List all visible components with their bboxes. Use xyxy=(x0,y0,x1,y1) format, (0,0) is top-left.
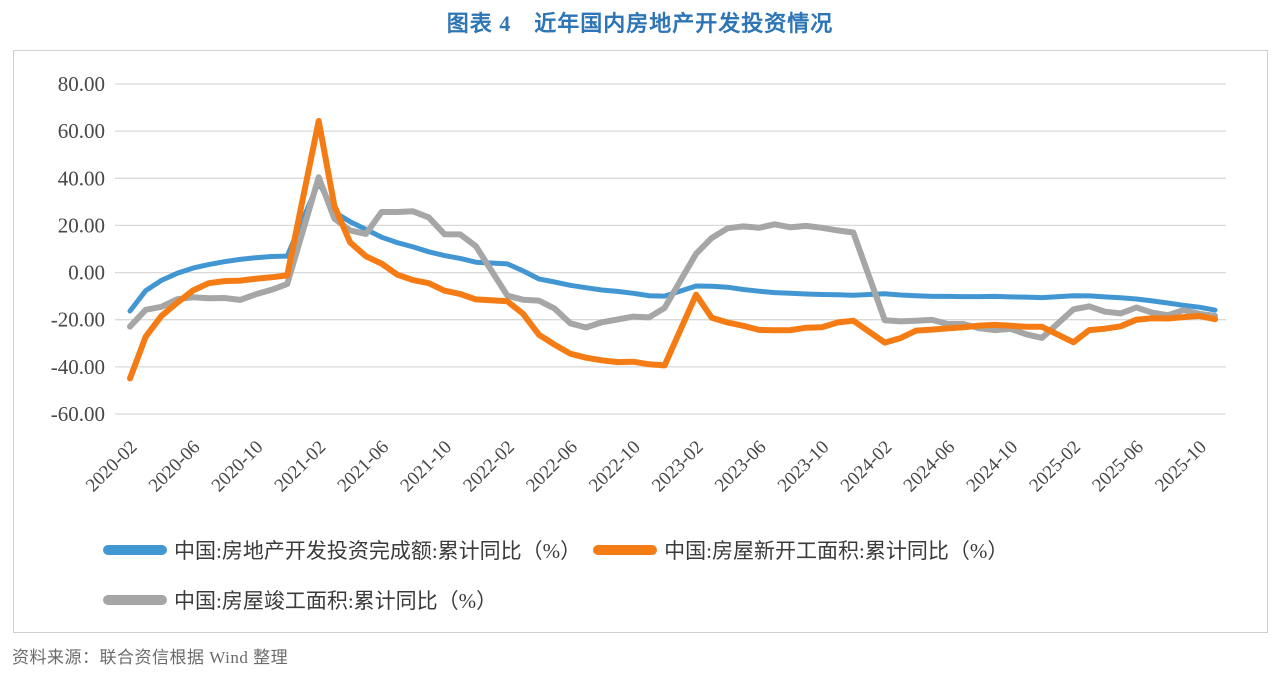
x-tick-label: 2020-02 xyxy=(82,437,142,497)
y-tick-label: 80.00 xyxy=(58,72,105,96)
legend-marker-completions xyxy=(103,595,167,605)
x-tick-label: 2024-10 xyxy=(963,437,1023,497)
x-tick-label: 2025-06 xyxy=(1088,437,1148,497)
y-tick-label: 0.00 xyxy=(68,261,105,285)
legend-label-investment: 中国:房地产开发投资完成额:累计同比（%） xyxy=(174,539,582,563)
line-new-starts xyxy=(127,118,1218,382)
x-tick-label: 2024-02 xyxy=(837,437,897,497)
x-tick-label: 2023-06 xyxy=(711,437,771,497)
x-tick-label: 2022-10 xyxy=(585,437,645,497)
x-tick-label: 2021-02 xyxy=(271,437,331,497)
legend-item-investment: 中国:房地产开发投资完成额:累计同比（%） xyxy=(103,535,581,565)
chart-plot: 80.00 60.00 40.00 20.00 0.00 -20.00 -40.00 -60.… xyxy=(51,72,1226,497)
y-tick-label: -20.00 xyxy=(51,308,105,332)
x-tick-label: 2021-10 xyxy=(396,437,456,497)
x-tick-label: 2021-06 xyxy=(334,437,394,497)
legend-label-completions: 中国:房屋竣工面积:累计同比（%） xyxy=(174,589,498,613)
y-tick-label: 60.00 xyxy=(58,119,105,143)
legend-item-new-starts: 中国:房屋新开工面积:累计同比（%） xyxy=(593,535,1008,565)
x-tick-label: 2022-06 xyxy=(522,437,582,497)
chart-legend-row-2: 中国:房屋竣工面积:累计同比（%） xyxy=(103,585,497,615)
x-tick-label: 2020-06 xyxy=(145,437,205,497)
chart-figure-frame: 80.00 60.00 40.00 20.00 0.00 -20.00 -40.00 -60.… xyxy=(13,50,1268,633)
x-tick-label: 2024-06 xyxy=(900,437,960,497)
x-tick-label: 2025-10 xyxy=(1151,437,1211,497)
legend-marker-investment xyxy=(103,545,167,555)
y-tick-label: -60.00 xyxy=(51,402,105,426)
legend-item-completions: 中国:房屋竣工面积:累计同比（%） xyxy=(103,585,497,615)
source-note: 资料来源：联合资信根据 Wind 整理 xyxy=(12,648,289,667)
x-tick-label: 2023-02 xyxy=(648,437,708,497)
x-tick-label: 2025-02 xyxy=(1025,437,1085,497)
legend-label-new-starts: 中国:房屋新开工面积:累计同比（%） xyxy=(664,539,1009,563)
y-tick-label: 40.00 xyxy=(58,166,105,190)
line-completions xyxy=(127,174,1218,341)
chart-legend-row-1: 中国:房地产开发投资完成额:累计同比（%） 中国:房屋新开工面积:累计同比（%） xyxy=(103,535,1008,565)
chart-title: 图表 4 近年国内房地产开发投资情况 xyxy=(446,11,834,36)
y-tick-label: 20.00 xyxy=(58,213,105,237)
x-tick-label: 2020-10 xyxy=(208,437,268,497)
y-tick-label: -40.00 xyxy=(51,355,105,379)
legend-marker-new-starts xyxy=(593,545,658,555)
x-tick-label: 2023-10 xyxy=(774,437,834,497)
x-tick-label: 2022-02 xyxy=(459,437,519,497)
